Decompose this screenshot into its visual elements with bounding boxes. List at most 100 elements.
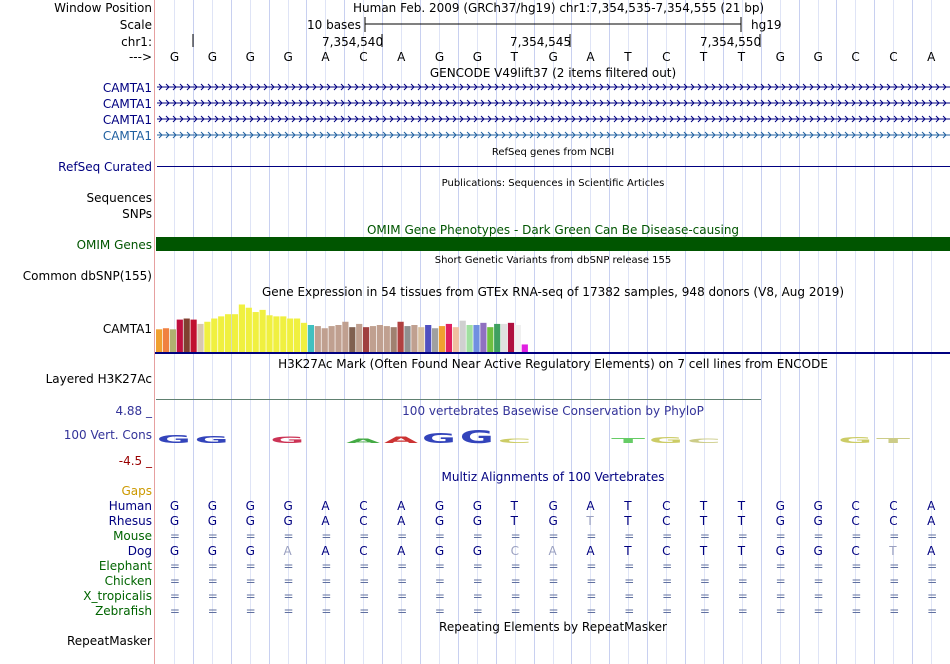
gtex-tissue-bar[interactable]	[238, 304, 245, 352]
gencode-gene-label[interactable]: CAMTA1	[102, 129, 152, 143]
omim-label[interactable]: OMIM Genes	[76, 238, 152, 252]
strand-arrow	[298, 83, 303, 91]
gtex-gene-label[interactable]: CAMTA1	[102, 322, 152, 336]
gtex-tissue-bar[interactable]	[280, 316, 287, 352]
gtex-tissue-bar[interactable]	[204, 321, 211, 352]
gtex-tissue-bar[interactable]	[190, 319, 197, 352]
strand-arrow	[186, 99, 191, 107]
gtex-tissue-bar[interactable]	[445, 323, 452, 352]
gtex-tissue-bar[interactable]	[225, 314, 232, 352]
cons-logo-glyph: T	[876, 437, 911, 445]
pubs-title: Publications: Sequences in Scientific Ar…	[441, 178, 665, 189]
pubs-snps-label[interactable]: SNPs	[122, 207, 152, 221]
gtex-tissue-bar[interactable]	[438, 326, 446, 352]
h3k27-label[interactable]: Layered H3K27Ac	[45, 372, 152, 386]
alignment-base: =	[699, 529, 710, 543]
gtex-tissue-bar[interactable]	[259, 309, 266, 352]
gtex-tissue-bar[interactable]	[300, 322, 308, 352]
gtex-tissue-bar[interactable]	[459, 320, 466, 352]
strand-arrow	[571, 131, 576, 139]
strand-arrow	[263, 115, 268, 123]
gtex-tissue-bar[interactable]	[335, 325, 342, 352]
strand-arrow	[928, 99, 933, 107]
gtex-tissue-bar[interactable]	[252, 312, 259, 352]
gtex-tissue-bar[interactable]	[507, 322, 515, 352]
strand-arrow	[613, 131, 618, 139]
gtex-tissue-bar[interactable]	[245, 307, 252, 352]
gtex-tissue-bar[interactable]	[183, 318, 190, 352]
gtex-tissue-bar[interactable]	[480, 322, 487, 352]
gtex-tissue-bar[interactable]	[197, 323, 204, 352]
strand-arrow	[676, 131, 681, 139]
gtex-tissue-bar[interactable]	[514, 325, 521, 352]
scale-bases: 10 bases	[307, 18, 361, 32]
gtex-tissue-bar[interactable]	[383, 326, 390, 352]
species-label[interactable]: Mouse	[113, 529, 152, 543]
gtex-tissue-bar[interactable]	[231, 314, 239, 352]
gtex-tissue-bar[interactable]	[162, 328, 170, 352]
strand-arrow	[578, 131, 583, 139]
strand-arrow	[270, 99, 275, 107]
strand-arrow	[389, 115, 394, 123]
gtex-tissue-bar[interactable]	[356, 323, 363, 352]
gtex-tissue-bar[interactable]	[376, 325, 383, 352]
gtex-tissue-bar[interactable]	[369, 326, 377, 352]
gtex-tissue-bar[interactable]	[307, 325, 314, 352]
cons-label[interactable]: 100 Vert. Cons	[63, 428, 152, 442]
gtex-tissue-bar[interactable]	[363, 327, 370, 352]
pubs-sequences-label[interactable]: Sequences	[86, 191, 152, 205]
alignment-base: =	[737, 604, 748, 618]
strand-arrow	[361, 115, 366, 123]
species-label[interactable]: Elephant	[98, 559, 152, 573]
repeat-label[interactable]: RepeatMasker	[66, 634, 152, 648]
gtex-tissue-bar[interactable]	[425, 325, 432, 352]
species-label[interactable]: X_tropicalis	[83, 589, 152, 603]
gencode-transcripts[interactable]	[155, 80, 950, 144]
gencode-gene-label[interactable]: CAMTA1	[102, 97, 152, 111]
gtex-tissue-bar[interactable]	[349, 327, 356, 352]
refseq-label[interactable]: RefSeq Curated	[58, 160, 152, 174]
gtex-bar-chart[interactable]	[155, 298, 950, 354]
gtex-tissue-bar[interactable]	[156, 329, 163, 352]
dbsnp-label[interactable]: Common dbSNP(155)	[22, 269, 152, 283]
gtex-tissue-bar[interactable]	[328, 326, 335, 352]
gtex-tissue-bar[interactable]	[494, 323, 501, 352]
species-label[interactable]: Human	[108, 499, 152, 513]
gtex-tissue-bar[interactable]	[211, 318, 218, 352]
gtex-tissue-bar[interactable]	[273, 316, 280, 352]
species-label[interactable]: Chicken	[104, 574, 152, 588]
gtex-tissue-bar[interactable]	[418, 327, 425, 352]
strand-arrow	[221, 115, 226, 123]
gtex-tissue-bar[interactable]	[501, 323, 508, 352]
gtex-tissue-bar[interactable]	[397, 321, 404, 352]
gtex-tissue-bar[interactable]	[169, 329, 176, 352]
gtex-tissue-bar[interactable]	[432, 328, 439, 352]
gtex-tissue-bar[interactable]	[218, 316, 225, 352]
gencode-gene-label[interactable]: CAMTA1	[102, 81, 152, 95]
gtex-tissue-bar[interactable]	[404, 326, 411, 352]
species-label[interactable]: Dog	[127, 544, 152, 558]
gtex-tissue-bar[interactable]	[176, 319, 183, 352]
alignment-base: G	[169, 514, 180, 528]
strand-arrow	[767, 115, 772, 123]
gtex-tissue-bar[interactable]	[487, 327, 494, 352]
gtex-tissue-bar[interactable]	[314, 326, 321, 352]
gtex-tissue-bar[interactable]	[342, 321, 349, 352]
omim-gene-bar[interactable]	[156, 237, 950, 251]
gtex-tissue-bar[interactable]	[466, 325, 473, 352]
species-label[interactable]: Gaps	[121, 484, 152, 498]
gencode-gene-label[interactable]: CAMTA1	[102, 113, 152, 127]
gtex-tissue-bar[interactable]	[521, 344, 528, 352]
gtex-tissue-bar[interactable]	[473, 325, 480, 352]
strand-arrow	[676, 99, 681, 107]
gtex-tissue-bar[interactable]	[452, 327, 459, 352]
gtex-tissue-bar[interactable]	[294, 318, 301, 352]
gtex-tissue-bar[interactable]	[266, 315, 273, 352]
species-label[interactable]: Zebrafish	[95, 604, 152, 618]
gtex-tissue-bar[interactable]	[411, 325, 418, 352]
gtex-tissue-bar[interactable]	[287, 318, 294, 352]
species-label[interactable]: Rhesus	[108, 514, 152, 528]
gtex-tissue-bar[interactable]	[321, 328, 328, 352]
gtex-tissue-bar[interactable]	[390, 327, 397, 352]
